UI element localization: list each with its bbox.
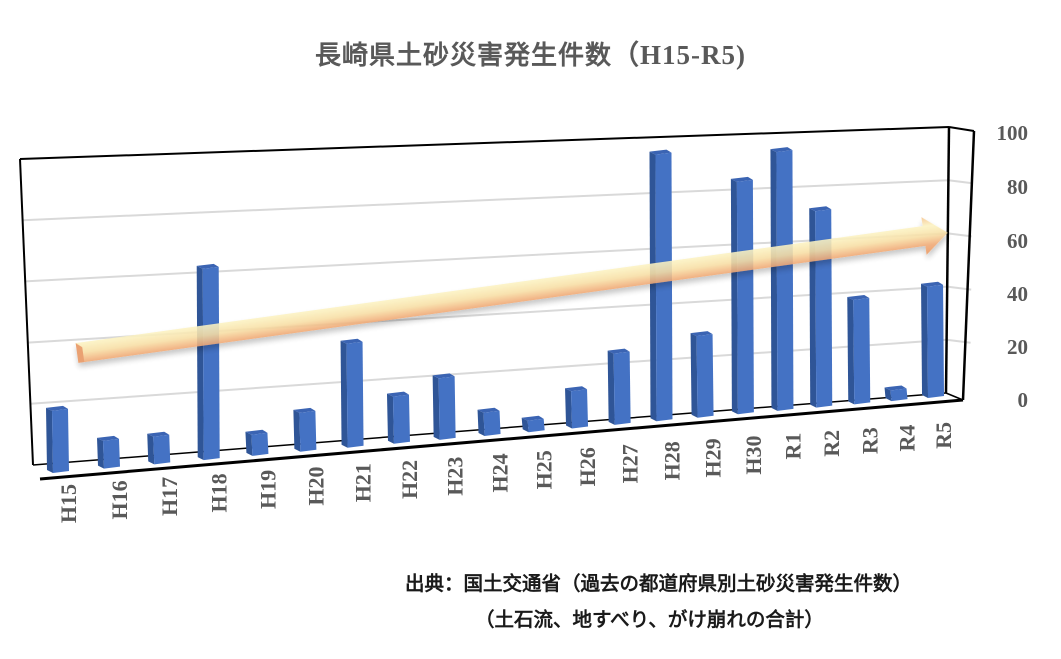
- side-gridline: [946, 338, 971, 344]
- x-tick-label: H22: [397, 460, 422, 499]
- y-tick-label: 20: [1007, 335, 1028, 359]
- bar-H28: [649, 149, 673, 422]
- x-tick-label: H21: [351, 463, 376, 502]
- x-tick-label: H26: [575, 447, 600, 486]
- x-tick-label: R5: [931, 422, 956, 449]
- gridline: [22, 179, 949, 222]
- gridlines: [22, 179, 973, 405]
- x-tick-label: H15: [56, 484, 81, 523]
- bar-series: [46, 147, 945, 473]
- frame-line: [39, 398, 964, 481]
- x-tick-label: H23: [443, 457, 468, 496]
- bar-H26: [565, 386, 589, 429]
- chart-title-main: 長崎県土砂災害発生件数: [315, 41, 613, 71]
- y-axis-labels: 0 20 40 60 80 100: [997, 121, 1029, 412]
- x-tick-label: R2: [819, 430, 844, 457]
- bar-R2: [809, 206, 833, 408]
- x-tick-label: H25: [532, 450, 557, 489]
- gridline: [30, 338, 947, 405]
- x-tick-label: R1: [780, 433, 805, 460]
- bar-H16: [97, 435, 120, 469]
- source-line-2: （土石流、地すべり、がけ崩れの合計）: [475, 608, 824, 631]
- y-tick-label: 100: [997, 121, 1029, 145]
- bar-R1: [770, 147, 794, 411]
- bar-H22: [386, 391, 410, 444]
- frame-line: [19, 126, 950, 160]
- x-tick-label: H29: [701, 438, 726, 477]
- y-tick-label: 0: [1018, 388, 1029, 412]
- bar-R3: [847, 294, 871, 405]
- y-tick-label: 80: [1007, 175, 1028, 199]
- bar-R5: [921, 281, 945, 398]
- bar-R4: [884, 385, 908, 402]
- gridline: [25, 232, 948, 283]
- bar-H21: [340, 338, 364, 448]
- bar-H24: [477, 407, 501, 437]
- x-tick-label: H19: [255, 470, 280, 509]
- x-tick-label: R3: [857, 427, 882, 454]
- frame-line: [948, 126, 975, 132]
- source-note: 出典：国土交通省（過去の都道府県別土砂災害発生件数） （土石流、地すべり、がけ崩…: [405, 566, 1015, 638]
- x-tick-label: H16: [107, 480, 132, 519]
- x-tick-label: H18: [207, 473, 232, 512]
- x-tick-label: H20: [303, 466, 328, 505]
- chart-title-range: （H15-R5): [612, 40, 746, 70]
- x-tick-label: H28: [659, 441, 684, 480]
- bar-H23: [432, 373, 456, 440]
- bar-H30: [730, 176, 754, 415]
- bar-H15: [46, 405, 69, 473]
- x-tick-label: H27: [618, 444, 643, 483]
- x-tick-label: H17: [157, 477, 182, 516]
- frame-line: [961, 130, 976, 401]
- bar-H18: [196, 263, 220, 461]
- y-tick-label: 40: [1007, 282, 1028, 306]
- side-gridline: [948, 179, 973, 185]
- trend-arrow: [75, 217, 948, 363]
- source-line-1: 出典：国土交通省（過去の都道府県別土砂災害発生件数）: [405, 572, 913, 595]
- x-tick-label: H24: [488, 453, 513, 492]
- bar-H20: [293, 407, 317, 452]
- bar-H25: [521, 415, 545, 433]
- bar-H19: [245, 429, 269, 456]
- frame-line: [944, 126, 951, 394]
- bar-H27: [607, 348, 631, 425]
- x-axis-labels: H15 H16 H17 H18 H19 H20 H21 H22 H23 H24 H25 H26 H27 H…: [56, 422, 956, 523]
- y-tick-label: 60: [1007, 229, 1028, 253]
- side-gridline: [947, 232, 972, 238]
- bar-H29: [690, 331, 714, 418]
- x-tick-label: R4: [895, 425, 920, 452]
- trend-arrow-shape: [75, 217, 948, 363]
- chart-title: 長崎県土砂災害発生件数（H15-R5): [0, 33, 1061, 72]
- bar-H17: [147, 431, 171, 465]
- frame-line: [19, 158, 34, 466]
- x-tick-label: H30: [741, 435, 766, 474]
